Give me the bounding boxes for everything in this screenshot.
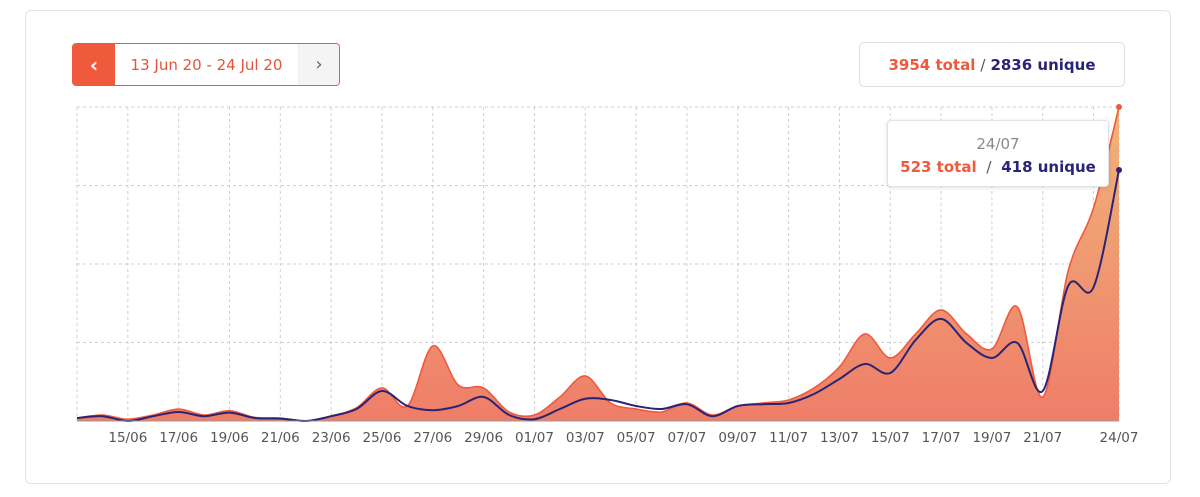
tooltip-total: 523 total bbox=[900, 158, 977, 176]
date-range-picker: ‹ 13 Jun 20 - 24 Jul 20 › bbox=[72, 43, 340, 86]
tooltip-unique: 418 unique bbox=[1001, 158, 1096, 176]
total-end-point bbox=[1116, 104, 1122, 110]
date-range-label[interactable]: 13 Jun 20 - 24 Jul 20 bbox=[130, 55, 283, 74]
chart-tooltip: 24/07 523 total / 418 unique bbox=[887, 120, 1109, 187]
x-tick-label: 19/06 bbox=[210, 430, 249, 446]
x-tick-label: 25/06 bbox=[363, 430, 402, 446]
tooltip-date: 24/07 bbox=[976, 135, 1020, 153]
unique-end-point bbox=[1116, 167, 1122, 174]
x-tick-label: 29/06 bbox=[464, 430, 503, 446]
x-tick-label: 15/07 bbox=[871, 430, 910, 446]
next-range-button[interactable]: › bbox=[298, 44, 339, 85]
chevron-right-icon: › bbox=[315, 54, 323, 75]
x-tick-label: 07/07 bbox=[667, 430, 706, 446]
x-tick-label: 23/06 bbox=[312, 430, 351, 446]
x-tick-label: 24/07 bbox=[1100, 430, 1139, 446]
x-tick-label: 03/07 bbox=[566, 430, 605, 446]
total-area bbox=[77, 107, 1119, 421]
total-count: 3954 total bbox=[888, 55, 976, 74]
x-tick-label: 21/06 bbox=[261, 430, 300, 446]
x-tick-label: 01/07 bbox=[515, 430, 554, 446]
x-tick-label: 11/07 bbox=[769, 430, 808, 446]
x-tick-label: 17/06 bbox=[159, 430, 198, 446]
x-tick-label: 09/07 bbox=[718, 430, 757, 446]
unique-count: 2836 unique bbox=[990, 55, 1096, 74]
x-tick-label: 05/07 bbox=[617, 430, 656, 446]
x-tick-label: 21/07 bbox=[1023, 430, 1062, 446]
totals-separator: / bbox=[980, 55, 986, 74]
x-tick-label: 13/07 bbox=[820, 430, 859, 446]
totals-summary: 3954 total / 2836 unique bbox=[859, 42, 1125, 87]
x-tick-label: 27/06 bbox=[413, 430, 452, 446]
chevron-left-icon: ‹ bbox=[89, 52, 99, 77]
tooltip-separator: / bbox=[986, 158, 992, 176]
x-tick-label: 19/07 bbox=[972, 430, 1011, 446]
previous-range-button[interactable]: ‹ bbox=[73, 44, 115, 85]
x-tick-label: 15/06 bbox=[108, 430, 147, 446]
x-tick-label: 17/07 bbox=[922, 430, 961, 446]
unique-line bbox=[76, 169, 1120, 423]
